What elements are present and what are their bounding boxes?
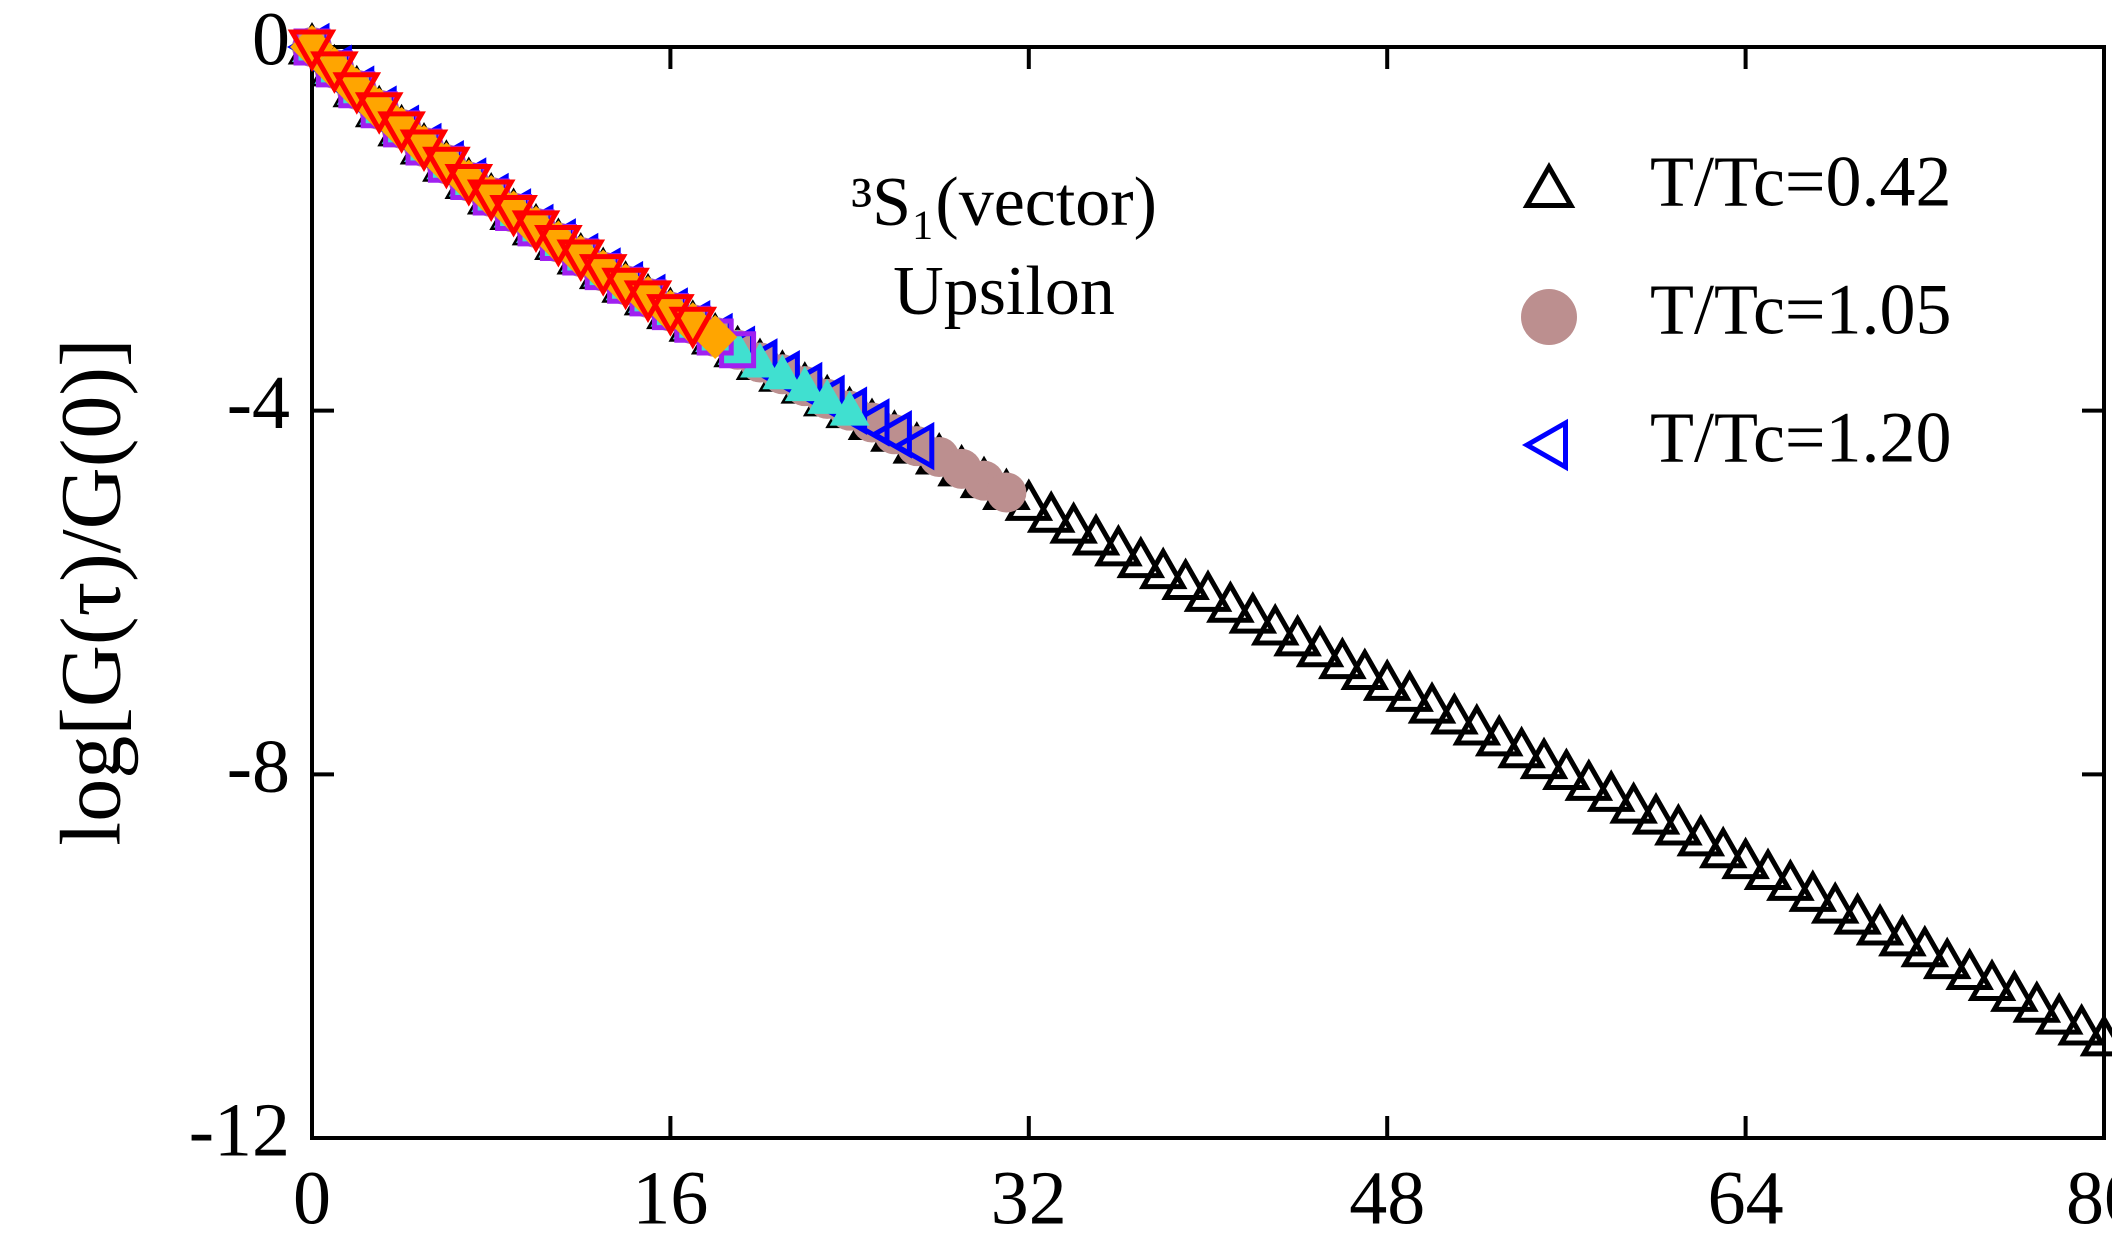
data-point — [846, 398, 890, 447]
data-point — [623, 280, 673, 323]
x-tick-label: 16 — [632, 1156, 708, 1240]
data-point — [1542, 747, 1591, 791]
data-point — [1698, 825, 1748, 869]
data-point — [1407, 681, 1457, 724]
data-point — [891, 421, 935, 471]
data-point — [1385, 669, 1434, 712]
data-point — [1788, 869, 1838, 912]
data-point — [1833, 892, 1882, 935]
data-point — [2034, 992, 2084, 1035]
data-point — [1430, 692, 1479, 735]
data-point — [869, 409, 912, 459]
data-point — [1250, 602, 1300, 646]
y-tick-label: 0 — [252, 0, 290, 81]
data-point — [1340, 647, 1390, 691]
data-point — [1609, 781, 1658, 824]
x-tick-label: 48 — [1349, 1156, 1425, 1240]
data-point — [646, 294, 695, 337]
data-point — [1138, 546, 1188, 590]
legend-label: T/Tc=1.05 — [1650, 270, 1952, 350]
data-point — [1497, 725, 1546, 769]
y-tick-label: -12 — [189, 1088, 290, 1172]
x-tick-label: 32 — [991, 1156, 1067, 1240]
annotation: ³S₁(vector) — [851, 164, 1157, 241]
data-point — [717, 329, 758, 365]
data-point — [1161, 557, 1210, 600]
annotation: Upsilon — [893, 253, 1115, 330]
x-tick-label: 64 — [1708, 1156, 1784, 1240]
data-point — [719, 331, 757, 369]
plot-frame — [310, 45, 2106, 1140]
y-tick-label: -4 — [227, 361, 290, 445]
data-point — [1967, 958, 2017, 1001]
data-point — [287, 29, 337, 73]
data-point — [534, 224, 583, 268]
y-tick-label: -8 — [227, 725, 290, 809]
data-point — [1273, 613, 1322, 657]
legend-marker — [1521, 418, 1568, 472]
data-point — [601, 267, 650, 311]
data-point — [1228, 591, 1278, 634]
x-tick-label: 0 — [293, 1156, 331, 1240]
data-point — [1094, 523, 1143, 567]
legend-label: T/Tc=0.42 — [1650, 142, 1952, 222]
data-point — [1049, 501, 1098, 544]
data-point — [1990, 969, 2039, 1012]
data-point — [2012, 980, 2062, 1023]
data-point — [1295, 624, 1345, 668]
data-point — [2057, 1002, 2106, 1046]
data-point — [1631, 792, 1681, 835]
data-point — [332, 72, 382, 115]
data-point — [1071, 512, 1121, 556]
legend-label: T/Tc=1.20 — [1650, 398, 1952, 478]
data-point — [1452, 702, 1502, 746]
data-point — [1945, 947, 1994, 991]
data-point — [1654, 802, 1703, 846]
legend-marker — [1522, 161, 1576, 208]
data-point — [290, 25, 334, 69]
data-point — [1586, 769, 1636, 812]
data-point — [511, 210, 561, 253]
data-point — [986, 472, 1027, 513]
data-point — [1922, 936, 1972, 980]
data-point — [740, 342, 780, 378]
data-point — [310, 51, 359, 94]
data-point — [1519, 736, 1569, 780]
data-point — [829, 390, 870, 426]
data-point — [1743, 847, 1793, 891]
data-point — [1116, 535, 1166, 579]
data-point — [1810, 881, 1860, 924]
data-point — [1676, 813, 1726, 857]
data-point — [1474, 713, 1524, 757]
data-point — [762, 354, 803, 390]
data-point — [2079, 1013, 2112, 1057]
data-point — [784, 366, 825, 402]
data-point — [1878, 913, 1927, 957]
data-point — [556, 239, 606, 283]
data-point — [1206, 580, 1255, 623]
data-point — [1766, 858, 1815, 901]
data-point — [1900, 924, 1950, 968]
data-point — [1183, 569, 1233, 612]
x-tick-label: 80 — [2066, 1156, 2112, 1240]
data-point — [1318, 636, 1367, 680]
legend-marker — [1521, 289, 1577, 345]
y-axis-label: log[G(τ)/G(0)] — [43, 338, 139, 845]
data-point — [1362, 658, 1412, 701]
data-point — [1564, 758, 1614, 801]
data-point — [578, 254, 628, 297]
data-point — [1026, 490, 1076, 533]
data-point — [668, 306, 718, 350]
data-point — [1721, 836, 1770, 880]
data-point — [807, 378, 848, 414]
data-point — [1855, 902, 1905, 946]
